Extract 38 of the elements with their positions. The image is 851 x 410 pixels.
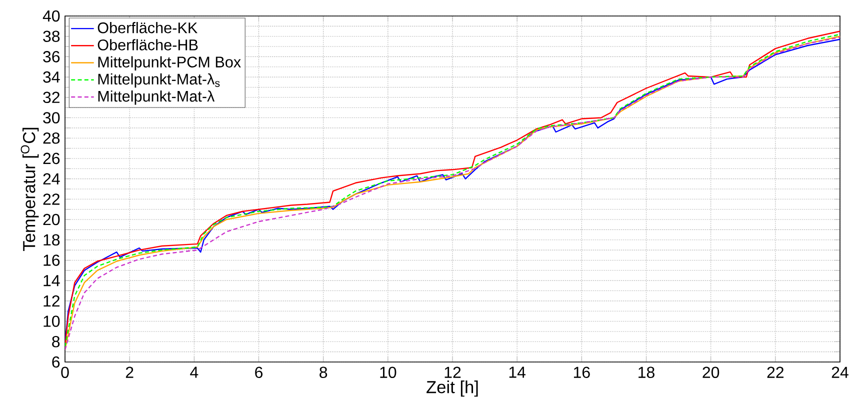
- x-tick-label: 0: [61, 366, 69, 378]
- x-tick-label: 4: [190, 366, 198, 378]
- y-tick-label: 10: [44, 316, 60, 327]
- x-tick-label: 14: [509, 366, 526, 378]
- y-tick-label: 8: [52, 336, 60, 348]
- y-tick-label: 40: [42, 10, 60, 22]
- x-tick-label: 8: [320, 366, 328, 378]
- y-tick-label: 22: [43, 194, 60, 205]
- x-tick-label: 12: [444, 366, 461, 378]
- y-tick-label: 30: [43, 112, 60, 124]
- y-tick-label: 20: [43, 214, 60, 226]
- y-tick-label: 28: [43, 132, 60, 144]
- x-axis-title: Zeit [h]: [426, 380, 478, 397]
- x-tick-label: 22: [767, 366, 784, 378]
- y-tick-label: 32: [43, 92, 60, 104]
- y-tick-label: 24: [43, 173, 60, 184]
- x-tick-label: 24: [832, 366, 848, 378]
- y-tick-label: 16: [44, 254, 60, 266]
- y-tick-label: 12: [44, 295, 60, 307]
- legend-label: Mittelpunkt-PCM Box: [98, 56, 241, 71]
- x-tick-label: 10: [380, 366, 396, 378]
- y-tick-label: 26: [43, 152, 60, 164]
- legend-label: Mittelpunkt-Mat-λ$_{s}$: [98, 73, 220, 88]
- y-axis-title: Temperatur [$^{O}$C]: [20, 128, 39, 251]
- y-tick-label: 38: [43, 30, 60, 42]
- y-tick-label: 18: [44, 234, 60, 246]
- x-tick-label: 16: [574, 366, 590, 378]
- legend-label: Oberfläche-HB: [98, 39, 198, 50]
- x-tick-label: 18: [638, 366, 654, 378]
- y-tick-label: 34: [43, 71, 60, 83]
- y-tick-label: 6: [52, 356, 60, 368]
- legend-label: Oberfläche-KK: [98, 22, 198, 34]
- x-tick-label: 20: [702, 366, 720, 378]
- y-tick-label: 36: [43, 51, 60, 62]
- x-tick-label: 2: [126, 366, 134, 378]
- x-tick-label: 6: [255, 366, 263, 378]
- y-tick-label: 14: [44, 275, 60, 286]
- legend-label: Mittelpunkt-Mat-λ: [98, 90, 215, 105]
